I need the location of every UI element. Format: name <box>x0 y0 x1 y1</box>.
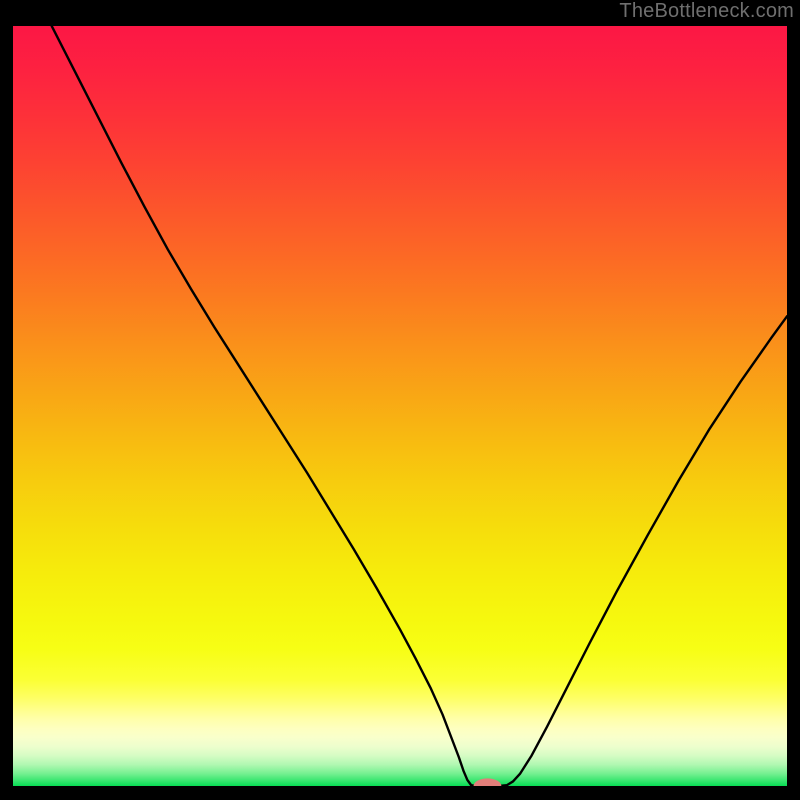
bottleneck-chart <box>13 26 787 786</box>
chart-svg <box>13 26 787 786</box>
chart-background <box>13 26 787 786</box>
watermark-label: TheBottleneck.com <box>619 0 794 23</box>
